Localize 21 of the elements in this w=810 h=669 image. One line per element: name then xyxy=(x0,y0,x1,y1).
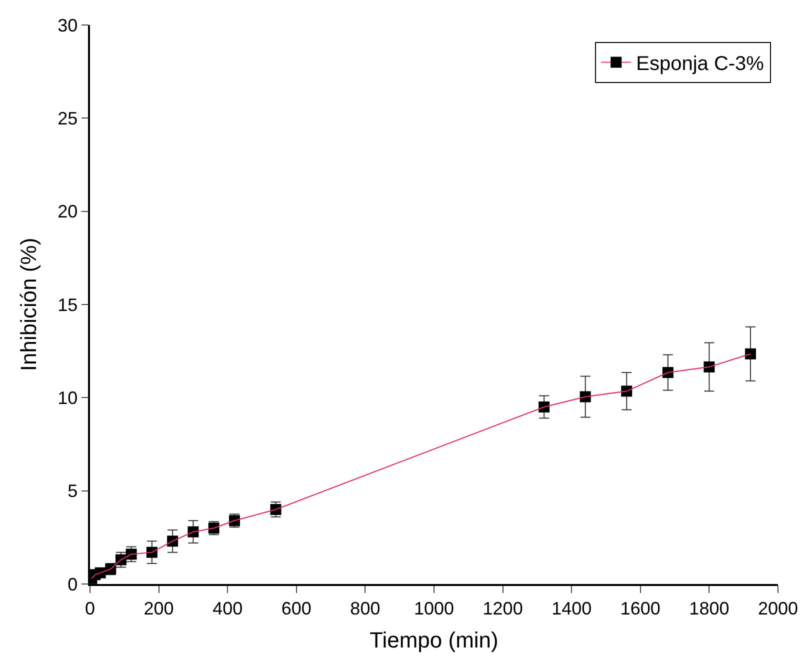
x-tick-label: 1600 xyxy=(620,598,660,618)
x-tick-label: 800 xyxy=(350,598,380,618)
y-tick-label: 30 xyxy=(58,15,78,36)
x-tick-label: 1400 xyxy=(552,598,592,618)
x-tick-label: 600 xyxy=(281,598,312,618)
x-tick-label: 1200 xyxy=(482,598,523,618)
x-tick-label: 0 xyxy=(84,598,96,618)
x-tick-label: 2000 xyxy=(758,598,798,618)
y-tick-label: 0 xyxy=(68,574,78,594)
x-tick-label: 1800 xyxy=(689,598,730,618)
x-tick-label: 200 xyxy=(144,598,174,618)
x-axis-title: Tiempo (min) xyxy=(370,628,498,653)
y-tick-label: 5 xyxy=(68,481,78,502)
legend-label: Esponja C-3% xyxy=(636,53,764,76)
y-tick-label: 25 xyxy=(58,108,78,128)
x-tick-label: 1000 xyxy=(414,598,454,618)
y-axis-title: Inhibición (%) xyxy=(16,238,41,372)
x-tick-label: 400 xyxy=(212,598,243,618)
y-tick-label: 15 xyxy=(58,294,78,315)
y-tick-label: 10 xyxy=(58,388,78,408)
y-tick-label: 20 xyxy=(58,202,78,222)
